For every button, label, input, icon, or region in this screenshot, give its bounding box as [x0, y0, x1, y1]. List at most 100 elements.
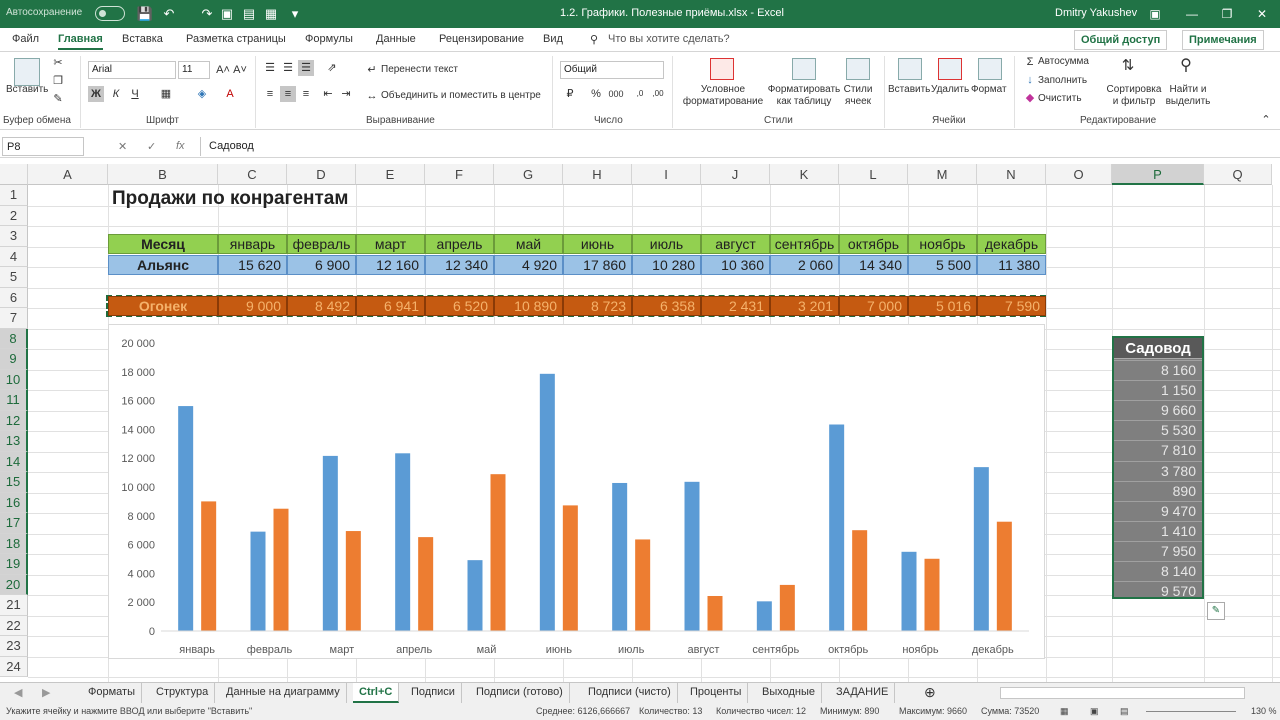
column-header[interactable]: A [28, 164, 108, 185]
data-cell[interactable]: 6 900 [287, 255, 356, 275]
orientation-icon[interactable]: ⇗ [327, 62, 337, 74]
row-header[interactable]: 16 [0, 492, 28, 513]
bar-alyans[interactable] [612, 482, 628, 631]
align-middle-icon[interactable]: ☰ [283, 62, 293, 74]
column-header[interactable]: I [632, 164, 701, 185]
maximize-button[interactable]: ❐ [1221, 7, 1233, 21]
format-cells-icon[interactable] [978, 58, 1002, 80]
status-max[interactable]: Максимум: 9660 [899, 706, 968, 716]
column-header[interactable]: M [908, 164, 977, 185]
row-label-cell[interactable]: Альянс [108, 255, 218, 275]
sadovod-range[interactable]: Садовод 8 160 1 150 9 660 5 530 7 810 3 780 89… [1112, 336, 1204, 599]
camera-icon[interactable]: ▣ [220, 6, 234, 21]
bar-alyans[interactable] [395, 453, 411, 631]
data-cell[interactable]: 12 340 [425, 255, 494, 275]
bar-alyans[interactable] [539, 373, 555, 631]
conditional-format-icon[interactable] [710, 58, 734, 80]
sort-filter-icon[interactable]: ⇅ [1121, 57, 1135, 74]
data-cell[interactable]: январь [218, 234, 287, 254]
row-header[interactable]: 2 [0, 205, 28, 226]
data-cell[interactable]: 6 941 [356, 296, 425, 316]
sheet-tab[interactable]: Подписи [405, 683, 462, 703]
row-header[interactable]: 9 [0, 349, 28, 370]
sort-filter-button[interactable]: Сортировка и фильтр [1106, 84, 1162, 107]
sadovod-value-cell[interactable]: 3 780 [1160, 462, 1196, 479]
paste-button[interactable]: Вставить [6, 84, 49, 95]
data-cell[interactable]: 8 723 [563, 296, 632, 316]
data-cell[interactable]: 8 492 [287, 296, 356, 316]
formula-input[interactable]: Садовод [200, 137, 1278, 156]
page-break-icon[interactable]: ▤ [1120, 706, 1129, 716]
bar-ogonek[interactable] [562, 505, 578, 631]
align-center-icon[interactable]: ≡ [280, 86, 296, 102]
column-header[interactable]: J [701, 164, 770, 185]
fill-icon[interactable]: ↓ [1027, 74, 1033, 86]
row-header[interactable]: 19 [0, 554, 28, 575]
zoom-level[interactable]: 130 % [1251, 706, 1277, 716]
tab-formulas[interactable]: Формулы [305, 33, 353, 45]
data-cell[interactable]: 10 360 [701, 255, 770, 275]
data-cell[interactable]: 6 520 [425, 296, 494, 316]
conditional-format-button[interactable]: Условное форматирование [682, 84, 764, 107]
bar-alyans[interactable] [973, 467, 989, 631]
font-color-icon[interactable]: A [226, 88, 234, 100]
data-cell[interactable]: 17 860 [563, 255, 632, 275]
align-top-icon[interactable]: ☰ [265, 62, 275, 74]
merge-center-button[interactable]: Объединить и поместить в центре [381, 90, 541, 101]
bar-alyans[interactable] [756, 601, 772, 631]
sadovod-value-cell[interactable]: 5 530 [1160, 422, 1196, 439]
format-table-button[interactable]: Форматировать как таблицу [767, 84, 841, 107]
decrease-indent-icon[interactable]: ⇤ [323, 88, 333, 100]
sadovod-value-cell[interactable]: 8 140 [1160, 563, 1196, 579]
column-header[interactable]: H [563, 164, 632, 185]
data-cell[interactable]: июль [632, 234, 701, 254]
data-cell[interactable]: февраль [287, 234, 356, 254]
sheet-tab[interactable]: Подписи (готово) [470, 683, 570, 703]
horizontal-scrollbar[interactable] [1000, 687, 1245, 699]
share-button[interactable]: Общий доступ [1074, 30, 1168, 50]
column-header[interactable]: F [425, 164, 494, 185]
data-cell[interactable]: 2 060 [770, 255, 839, 275]
column-header[interactable]: C [218, 164, 287, 185]
tab-review[interactable]: Рецензирование [439, 33, 524, 45]
data-cell[interactable]: 10 890 [494, 296, 563, 316]
data-cell[interactable]: 5 500 [908, 255, 977, 275]
data-cell[interactable]: октябрь [839, 234, 908, 254]
fill-button[interactable]: Заполнить [1038, 75, 1088, 86]
percent-icon[interactable]: % [591, 88, 601, 100]
align-left-icon[interactable]: ≡ [266, 88, 274, 100]
sheet-tab[interactable]: Ctrl+C [353, 683, 400, 703]
shrink-font-icon[interactable]: A˅ [233, 64, 247, 76]
align-right-icon[interactable]: ≡ [302, 88, 310, 100]
row-header[interactable]: 7 [0, 308, 28, 329]
sheet-tab[interactable]: Выходные [756, 683, 823, 703]
tab-file[interactable]: Файл [12, 33, 40, 45]
row-header[interactable]: 21 [0, 595, 28, 616]
row-header[interactable]: 10 [0, 369, 28, 390]
number-format-select[interactable]: Общий [560, 61, 664, 79]
row-header[interactable]: 6 [0, 287, 28, 308]
data-cell[interactable]: 3 201 [770, 296, 839, 316]
copy-icon[interactable]: ❐ [53, 75, 63, 87]
bar-ogonek[interactable] [924, 558, 940, 631]
row-header[interactable]: 20 [0, 574, 28, 595]
data-cell[interactable]: 7 000 [839, 296, 908, 316]
row-header[interactable]: 17 [0, 513, 28, 534]
tab-insert[interactable]: Вставка [122, 33, 163, 45]
bold-button[interactable]: Ж [88, 86, 104, 102]
wrap-text-icon[interactable]: ↵ [367, 64, 377, 76]
autosum-button[interactable]: Автосумма [1038, 56, 1089, 67]
tab-data[interactable]: Данные [376, 33, 416, 45]
tab-page-layout[interactable]: Разметка страницы [186, 33, 286, 45]
tab-home[interactable]: Главная [58, 33, 103, 50]
data-cell[interactable]: август [701, 234, 770, 254]
cut-icon[interactable]: ✂ [53, 57, 63, 69]
paste-options-icon[interactable]: ✎ [1207, 602, 1225, 620]
bar-ogonek[interactable] [707, 595, 723, 631]
bar-ogonek[interactable] [345, 531, 361, 631]
redo-icon[interactable]: ↷ [201, 6, 213, 21]
bar-ogonek[interactable] [779, 584, 795, 631]
bar-ogonek[interactable] [635, 539, 651, 631]
bar-ogonek[interactable] [418, 537, 434, 631]
